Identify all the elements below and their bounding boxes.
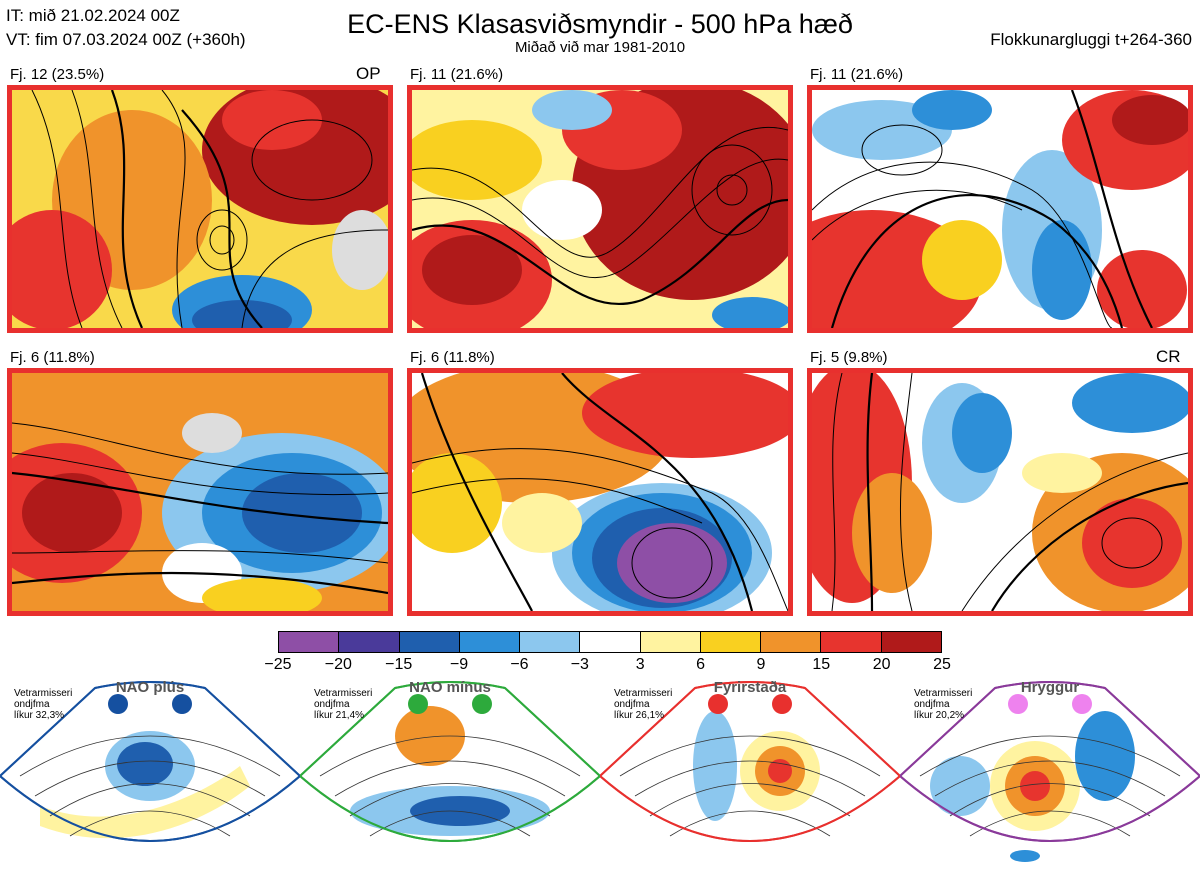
regime-note-line: líkur 21,4% [314,710,365,721]
colorbar-swatch [399,632,460,652]
colorbar-tick-label: −25 [264,656,292,673]
colorbar-swatch [580,632,641,652]
colorbar-tick-label: −9 [449,656,469,673]
colorbar-swatch [821,632,882,652]
anomaly-colorbar [278,631,942,653]
regime-note-line: Vetrarmisseri [14,688,73,699]
colorbar-tick-label: 15 [812,656,831,673]
cluster-map-3 [807,85,1193,333]
valid-time: VT: fim 07.03.2024 00Z (+360h) [6,30,246,49]
regime-note: Vetrarmisseri ondjfma líkur 21,4% [314,688,372,721]
colorbar-swatch [761,632,822,652]
colorbar-tick-label: 25 [933,656,951,673]
colorbar-swatch [881,632,941,652]
colorbar-swatch [459,632,521,652]
regime-card: NAO plús Vetrarmisseri ondjfma líkur 32,3% [0,676,300,871]
regime-title: Hryggur [1020,679,1080,696]
regime-note-line: ondjfma [614,699,650,710]
panel-6-tag: CR [1156,347,1181,366]
cluster-map-4 [7,368,393,616]
regime-note-line: líkur 32,3% [14,710,65,721]
panel-3-label: Fj. 11 (21.6%) [810,66,904,83]
page-title: EC-ENS Klasasviðsmyndir - 500 hPa hæð [347,9,853,39]
regime-note-line: Vetrarmisseri [914,688,973,699]
regime-note: Vetrarmisseri ondjfma líkur 32,3% [14,688,72,721]
regime-title: NAO mínus [409,679,491,696]
page-subtitle: Miðað við mar 1981-2010 [514,39,686,56]
colorbar-tick-label: −6 [510,656,529,673]
panel-6-label: Fj. 5 (9.8%) [810,349,888,366]
colorbar-swatch [520,632,581,652]
colorbar-swatch [700,632,762,652]
colorbar-swatch [279,632,340,652]
colorbar-tick-label: 6 [696,656,705,673]
regime-note-line: ondjfma [314,699,350,710]
regime-note: Vetrarmisseri ondjfma líkur 26,1% [614,688,672,721]
cluster-map-5 [407,368,793,616]
regime-note-line: líkur 26,1% [614,710,665,721]
colorbar-tick-label: −3 [570,656,589,673]
panel-1-tag: OP [356,64,381,83]
initial-time: IT: mið 21.02.2024 00Z [6,6,180,25]
regime-note-line: ondjfma [914,699,950,710]
colorbar-swatch [640,632,701,652]
panel-2-label: Fj. 11 (21.6%) [410,66,504,83]
regime-card: Fyrirstaða Vetrarmisseri ondjfma líkur 26,1… [600,676,900,871]
regime-note-line: ondjfma [14,699,50,710]
panel-5-label: Fj. 6 (11.8%) [410,349,495,366]
cluster-map-1 [7,85,393,333]
panel-4-label: Fj. 6 (11.8%) [10,349,95,366]
colorbar-tick-label: 3 [635,656,645,673]
regime-note: Vetrarmisseri ondjfma líkur 20,2% [914,688,972,721]
regime-title: Fyrirstaða [713,679,787,696]
panel-1-label: Fj. 12 (23.5%) [10,66,105,83]
colorbar-tick-label: −20 [324,656,352,673]
regime-title: NAO plús [115,679,185,696]
colorbar-tick-label: 20 [872,656,891,673]
cluster-map-2 [407,85,793,333]
regime-note-line: Vetrarmisseri [614,688,673,699]
classification-window: Flokkunargluggi t+264-360 [990,30,1192,49]
regime-note-line: Vetrarmisseri [314,688,373,699]
colorbar-tick-label: −15 [385,656,413,673]
regime-card: Hryggur Vetrarmisseri ondjfma líkur 20,2% [900,676,1200,871]
regime-card: NAO mínus Vetrarmisseri ondjfma líkur 21,4% [300,676,600,871]
colorbar-swatch [339,632,400,652]
colorbar-tick-label: 9 [756,656,766,673]
cluster-map-6 [807,368,1193,616]
regime-note-line: líkur 20,2% [914,710,965,721]
